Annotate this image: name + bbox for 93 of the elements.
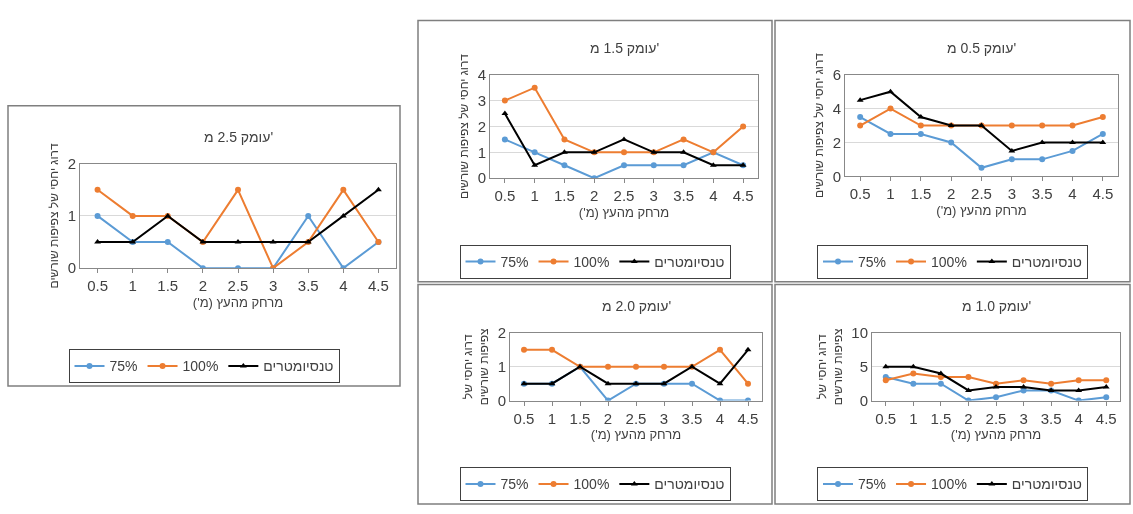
x-tick-label: 3: [649, 187, 658, 205]
legend-label: טנסיומטרים: [654, 476, 725, 493]
x-axis-title: מרחק מהעץ (מ'): [936, 202, 1027, 218]
y-axis-title: דרוג יחסי של צפיפות שורשים: [815, 327, 845, 406]
x-tick-label: 1.5: [910, 185, 932, 203]
legend-label: 100%: [573, 476, 610, 493]
x-tick-label: 0.5: [875, 409, 897, 427]
chart-title: עומק 2.0 מ': [602, 298, 672, 314]
x-tick-label: 4: [1068, 185, 1077, 203]
x-tick-label: 1.5: [157, 277, 179, 295]
y-axis-title: דרוג יחסי של צפיפות שורשים: [46, 143, 61, 289]
y-tick-label: 2: [832, 133, 841, 151]
x-tick-label: 1: [909, 409, 918, 427]
x-tick-label: 1.5: [930, 409, 952, 427]
chart-title: עומק 0.5 מ': [947, 40, 1017, 56]
x-tick-label: 4: [715, 409, 725, 427]
x-tick-label: 3.5: [1040, 409, 1062, 427]
y-tick-label: 0: [497, 391, 506, 409]
y-tick-label: 6: [832, 66, 841, 83]
x-tick-label: 4: [709, 187, 718, 205]
x-tick-label: 0.5: [494, 187, 516, 205]
y-axis-title: דרוג יחסי של צפיפות שורשים: [461, 327, 491, 406]
y-tick-label: 0: [67, 259, 76, 277]
y-axis-title: דרוג יחסי של צפיפות שורשים: [811, 52, 826, 199]
x-tick-label: 3: [659, 409, 669, 427]
x-axis-title: מרחק מהעץ (מ'): [578, 204, 670, 220]
x-tick-label: 4.5: [1092, 185, 1114, 203]
x-tick-label: 2.5: [625, 409, 647, 427]
x-tick-label: 3.5: [681, 409, 703, 427]
x-tick-label: 3: [1019, 409, 1028, 427]
x-tick-label: 1: [530, 187, 539, 205]
x-tick-label: 2.5: [227, 277, 249, 295]
chart-title: עומק 2.5 מ': [204, 129, 274, 145]
x-tick-label: 0.5: [513, 409, 535, 427]
x-tick-label: 2.5: [971, 185, 992, 203]
x-axis-title: מרחק מהעץ (מ'): [950, 427, 1042, 443]
x-tick-label: 0.5: [87, 277, 108, 295]
legend-label: טנסיומטרים: [263, 358, 334, 375]
x-tick-label: 1.5: [569, 409, 591, 427]
x-tick-label: 1.5: [554, 187, 575, 205]
x-tick-label: 0.5: [849, 185, 871, 203]
y-tick-label: 1: [67, 207, 76, 225]
x-tick-label: 4: [339, 277, 348, 295]
x-axis-title: מרחק מהעץ (מ'): [192, 294, 284, 310]
x-tick-label: 4.5: [368, 277, 389, 295]
y-tick-label: 4: [477, 66, 486, 83]
chart-title: עומק 1.0 מ': [962, 298, 1032, 314]
y-tick-label: 0: [832, 167, 841, 185]
legend-label: 75%: [109, 358, 138, 375]
legend-label: 100%: [931, 253, 967, 270]
legend-label: 100%: [573, 253, 610, 270]
x-tick-label: 1: [547, 409, 557, 427]
x-tick-label: 3.5: [673, 187, 694, 205]
x-tick-label: 2: [964, 409, 973, 427]
x-tick-label: 1: [128, 277, 137, 295]
x-tick-label: 3.5: [1031, 185, 1053, 203]
x-tick-label: 2.5: [985, 409, 1007, 427]
legend-label: טנסיומטרים: [654, 253, 725, 270]
legend-label: טנסיומטרים: [1011, 476, 1082, 493]
x-tick-label: 2.5: [613, 187, 635, 205]
legend-label: 75%: [858, 253, 887, 270]
x-tick-label: 3: [268, 277, 278, 295]
y-tick-label: 1: [477, 143, 486, 161]
y-tick-label: 10: [851, 324, 868, 342]
x-tick-label: 2: [590, 187, 599, 205]
y-tick-label: 0: [859, 391, 868, 409]
y-tick-label: 5: [859, 358, 868, 376]
legend-label: 100%: [931, 476, 967, 493]
y-tick-label: 1: [497, 358, 506, 376]
x-tick-label: 3: [1007, 185, 1016, 203]
legend-label: טנסיומטרים: [1011, 253, 1082, 270]
y-tick-label: 4: [832, 99, 841, 117]
legend-label: 75%: [500, 253, 529, 270]
x-tick-label: 2: [198, 277, 208, 295]
y-tick-label: 0: [477, 169, 486, 187]
x-tick-label: 4: [1074, 409, 1083, 427]
y-tick-label: 2: [477, 117, 486, 135]
x-tick-label: 4.5: [737, 409, 759, 427]
chart-title: עומק 1.5 מ': [590, 40, 660, 56]
x-tick-label: 2: [947, 185, 956, 203]
y-tick-label: 3: [477, 91, 486, 109]
x-tick-label: 2: [603, 409, 613, 427]
x-tick-label: 4.5: [1095, 409, 1117, 427]
x-tick-label: 3.5: [297, 277, 319, 295]
legend-label: 75%: [500, 476, 529, 493]
y-tick-label: 2: [67, 154, 76, 172]
legend-label: 100%: [182, 358, 219, 375]
legend-label: 75%: [858, 476, 887, 493]
x-tick-label: 4.5: [732, 187, 754, 205]
y-axis-title: דרוג יחסי של צפיפות שורשים: [456, 53, 471, 199]
x-tick-label: 1: [886, 185, 895, 203]
x-axis-title: מרחק מהעץ (מ'): [590, 427, 682, 443]
y-tick-label: 2: [497, 324, 506, 342]
